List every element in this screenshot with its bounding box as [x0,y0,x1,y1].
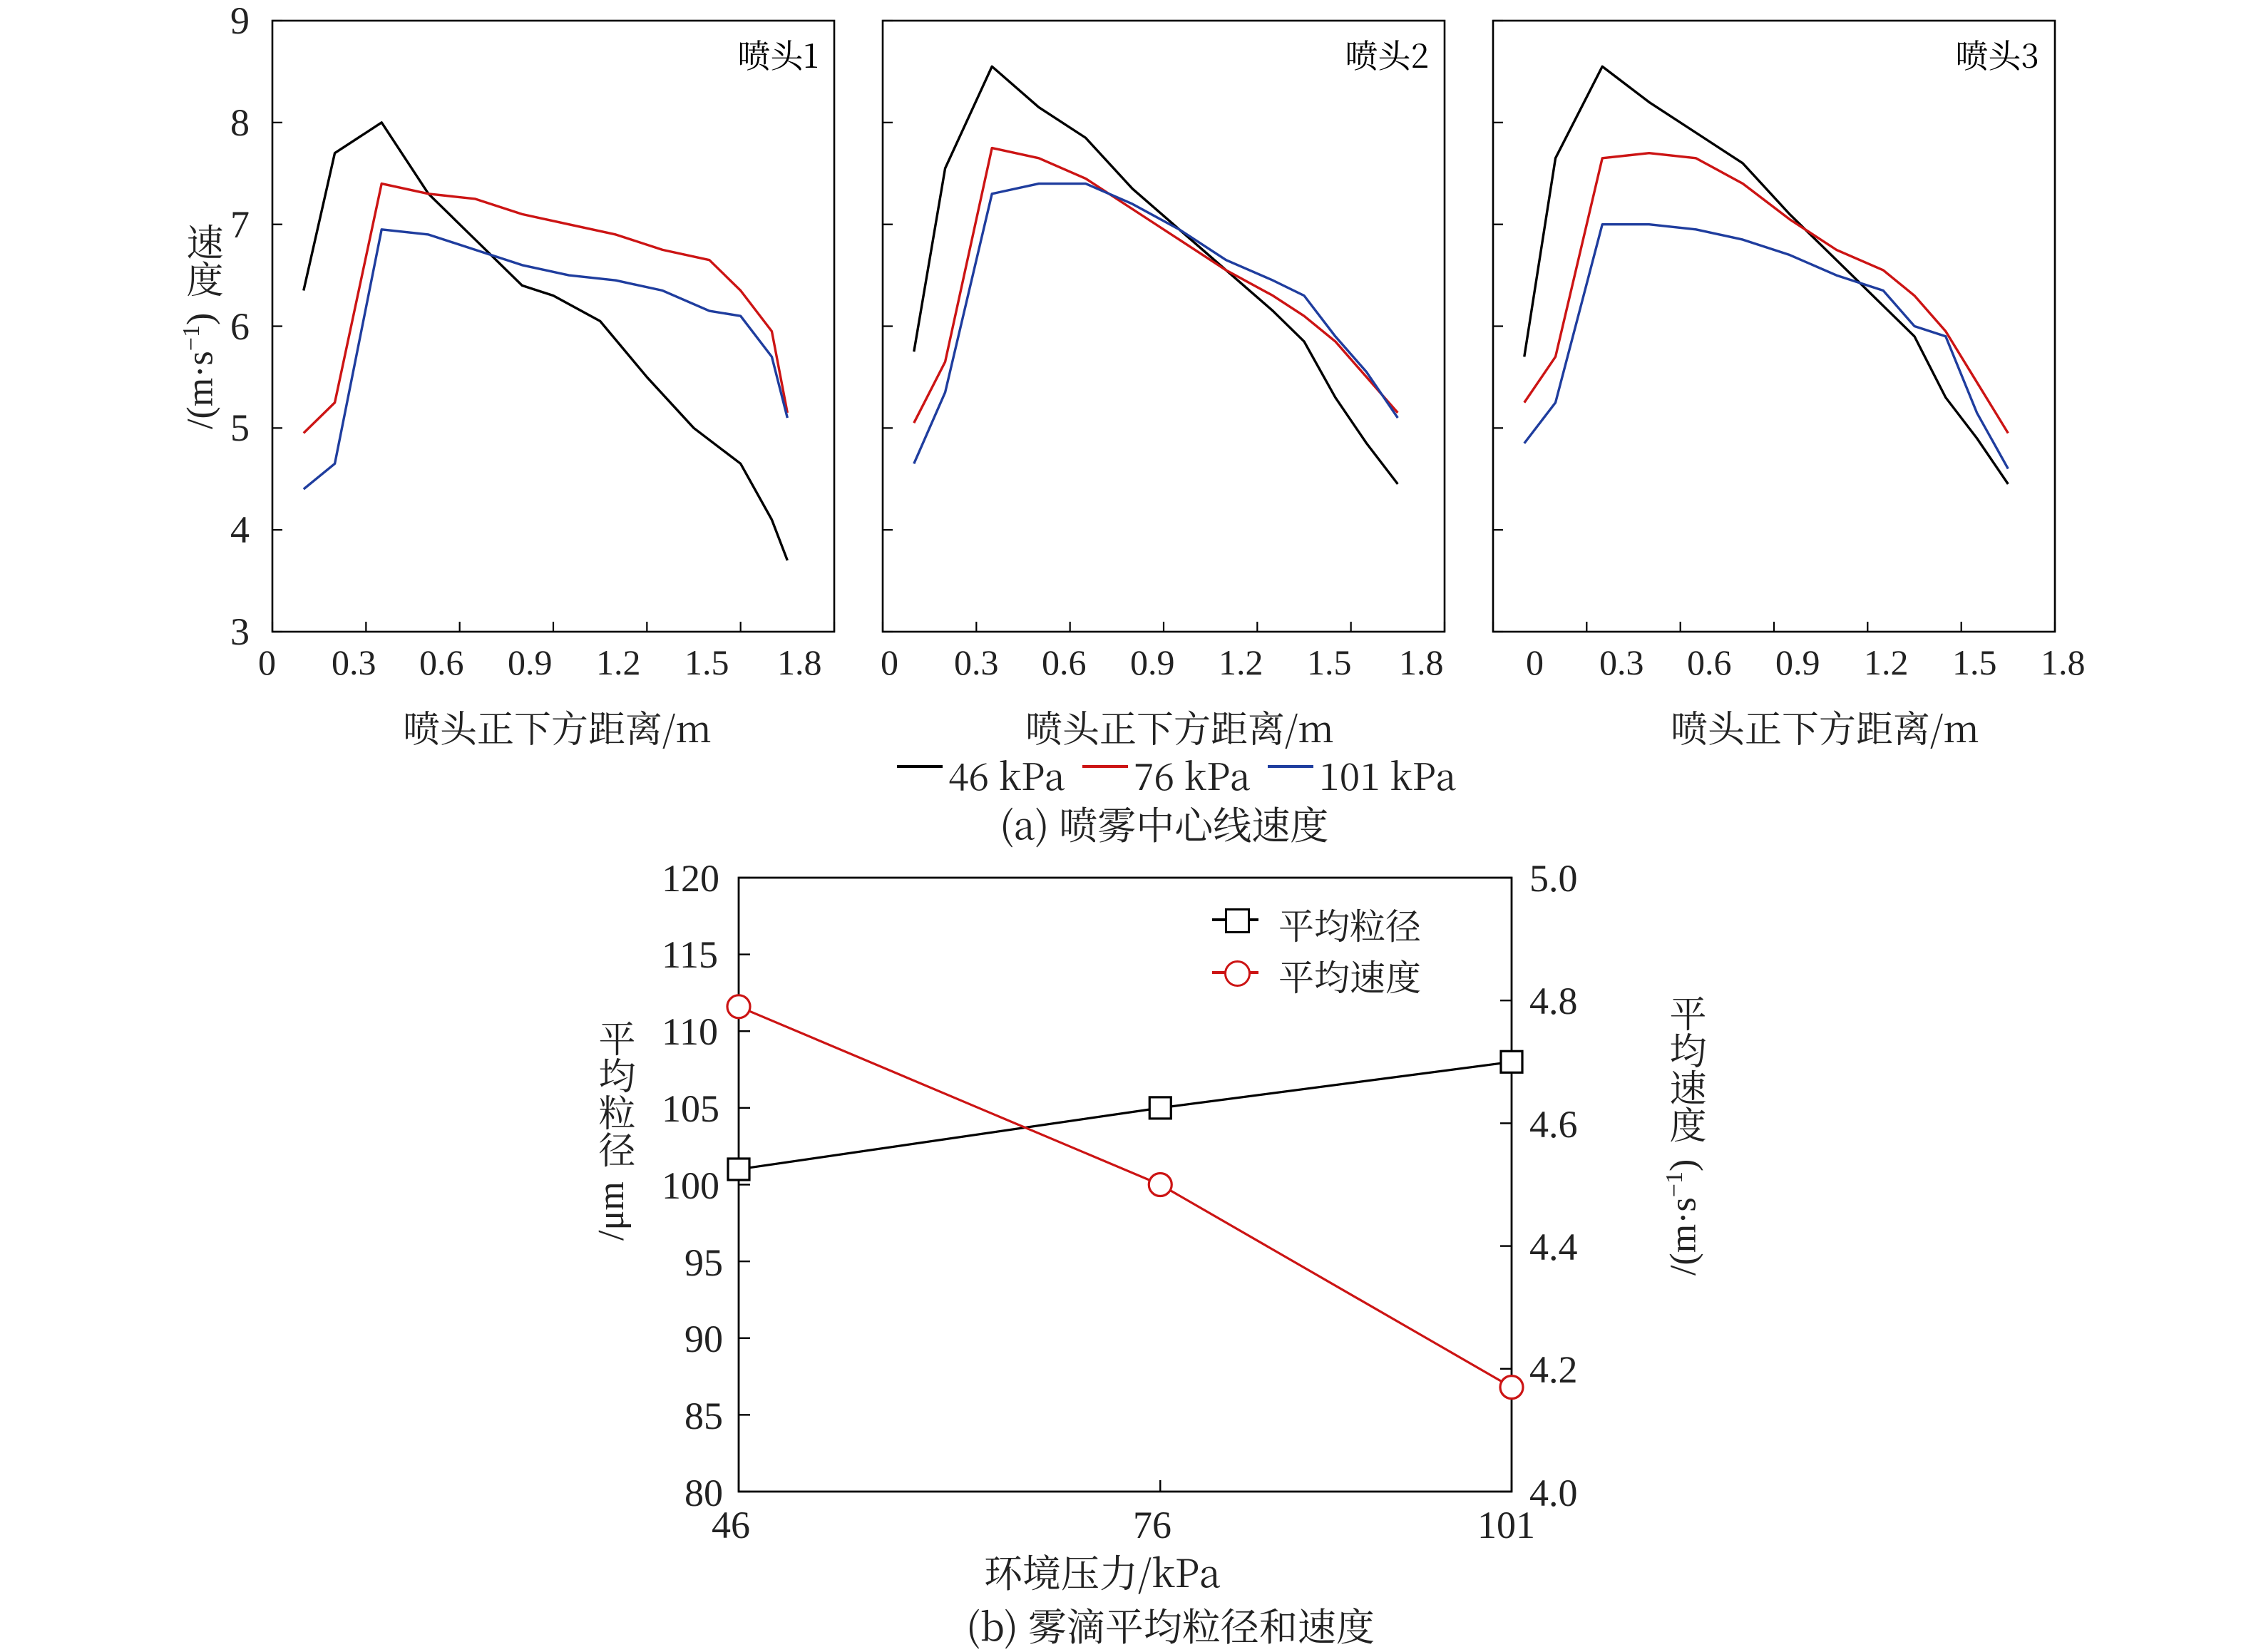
svg-text:喷头2: 喷头2 [1345,31,1429,78]
svg-text:喷头1: 喷头1 [737,31,819,78]
svg-text:喷头3: 喷头3 [1955,31,2039,78]
